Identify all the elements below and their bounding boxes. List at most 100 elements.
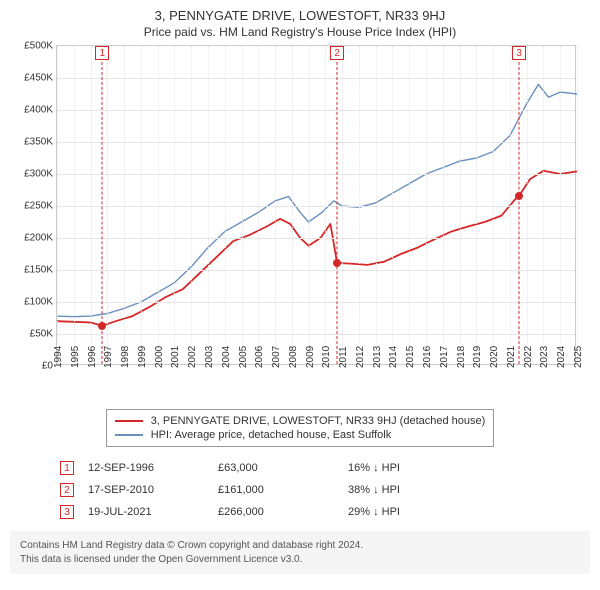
legend: 3, PENNYGATE DRIVE, LOWESTOFT, NR33 9HJ …	[106, 409, 495, 447]
y-axis-label: £300K	[24, 169, 53, 180]
x-axis-label: 2002	[187, 346, 198, 368]
x-axis-label: 2019	[472, 346, 483, 368]
gridline-horizontal	[57, 78, 575, 79]
y-axis-label: £500K	[24, 41, 53, 52]
gridline-vertical	[258, 46, 260, 364]
sale-event-date: 12-SEP-1996	[88, 462, 218, 474]
gridline-vertical	[57, 46, 59, 364]
x-axis-label: 2009	[305, 346, 316, 368]
sale-marker-badge: 1	[95, 46, 109, 60]
gridline-vertical	[107, 46, 109, 364]
sale-marker-dot	[98, 322, 106, 330]
gridline-vertical	[141, 46, 143, 364]
gridline-vertical	[292, 46, 294, 364]
x-axis-label: 2022	[523, 346, 534, 368]
chart-subtitle: Price paid vs. HM Land Registry's House …	[0, 25, 600, 39]
x-axis-label: 2014	[388, 346, 399, 368]
x-axis-label: 2012	[355, 346, 366, 368]
sale-marker-dot	[333, 259, 341, 267]
sale-marker-badge: 2	[330, 46, 344, 60]
attribution-line: Contains HM Land Registry data © Crown c…	[20, 539, 580, 553]
gridline-vertical	[409, 46, 411, 364]
sale-marker-line	[519, 62, 520, 364]
y-axis-label: £200K	[24, 233, 53, 244]
x-axis-label: 2015	[405, 346, 416, 368]
x-axis-label: 2020	[489, 346, 500, 368]
sale-event-row: 217-SEP-2010£161,00038% ↓ HPI	[60, 479, 540, 501]
x-axis-label: 1996	[87, 346, 98, 368]
sale-event-delta: 16% ↓ HPI	[348, 462, 468, 474]
gridline-vertical	[342, 46, 344, 364]
gridline-vertical	[124, 46, 126, 364]
chart-title: 3, PENNYGATE DRIVE, LOWESTOFT, NR33 9HJ	[0, 8, 600, 23]
page: 3, PENNYGATE DRIVE, LOWESTOFT, NR33 9HJ …	[0, 0, 600, 574]
sale-event-delta: 29% ↓ HPI	[348, 506, 468, 518]
x-axis-label: 2013	[372, 346, 383, 368]
chart-area: £0£50K£100K£150K£200K£250K£300K£350K£400…	[4, 45, 596, 365]
y-axis-label: £450K	[24, 73, 53, 84]
x-axis-label: 1997	[103, 346, 114, 368]
sale-event-badge: 2	[60, 483, 74, 497]
sale-event-price: £63,000	[218, 462, 348, 474]
y-axis-label: £100K	[24, 297, 53, 308]
sale-marker-line	[337, 62, 338, 364]
y-axis-label: £350K	[24, 137, 53, 148]
sale-events-table: 1 12-SEP-1996£63,00016% ↓ HPI 217-SEP-2010…	[60, 457, 540, 523]
sale-event-price: £161,000	[218, 484, 348, 496]
attribution-line: This data is licensed under the Open Gov…	[20, 553, 580, 567]
gridline-horizontal	[57, 238, 575, 239]
legend-label: 3, PENNYGATE DRIVE, LOWESTOFT, NR33 9HJ …	[151, 415, 486, 427]
gridline-vertical	[460, 46, 462, 364]
sale-event-date: 19-JUL-2021	[88, 506, 218, 518]
gridline-vertical	[158, 46, 160, 364]
legend-swatch	[115, 434, 143, 436]
x-axis-label: 2008	[288, 346, 299, 368]
sale-event-badge: 1	[60, 461, 74, 475]
y-axis-label: £0	[42, 361, 53, 372]
gridline-vertical	[74, 46, 76, 364]
legend-label: HPI: Average price, detached house, East…	[151, 429, 392, 441]
gridline-vertical	[560, 46, 562, 364]
gridline-vertical	[426, 46, 428, 364]
y-axis-label: £250K	[24, 201, 53, 212]
sale-event-row: 1 12-SEP-1996£63,00016% ↓ HPI	[60, 457, 540, 479]
legend-swatch	[115, 420, 143, 422]
x-axis-label: 2005	[238, 346, 249, 368]
sale-event-badge: 3	[60, 505, 74, 519]
gridline-vertical	[191, 46, 193, 364]
x-axis-label: 2017	[439, 346, 450, 368]
sale-event-delta: 38% ↓ HPI	[348, 484, 468, 496]
chart-titles: 3, PENNYGATE DRIVE, LOWESTOFT, NR33 9HJ …	[0, 8, 600, 39]
gridline-vertical	[242, 46, 244, 364]
plot-region: £0£50K£100K£150K£200K£250K£300K£350K£400…	[56, 45, 576, 365]
gridline-vertical	[476, 46, 478, 364]
gridline-vertical	[359, 46, 361, 364]
x-axis-label: 1995	[70, 346, 81, 368]
gridline-vertical	[493, 46, 495, 364]
legend-row: 3, PENNYGATE DRIVE, LOWESTOFT, NR33 9HJ …	[115, 414, 486, 428]
gridline-vertical	[208, 46, 210, 364]
x-axis-label: 1994	[53, 346, 64, 368]
x-axis-label: 2001	[170, 346, 181, 368]
gridline-vertical	[543, 46, 545, 364]
attribution-box: Contains HM Land Registry data © Crown c…	[10, 531, 590, 574]
gridline-vertical	[174, 46, 176, 364]
series-line-hpi	[57, 84, 577, 316]
x-axis-label: 2004	[221, 346, 232, 368]
x-axis-label: 2018	[456, 346, 467, 368]
gridline-horizontal	[57, 206, 575, 207]
y-axis-label: £50K	[30, 329, 53, 340]
gridline-vertical	[309, 46, 311, 364]
gridline-horizontal	[57, 110, 575, 111]
legend-row: HPI: Average price, detached house, East…	[115, 428, 486, 442]
sale-marker-line	[102, 62, 103, 364]
y-axis-label: £400K	[24, 105, 53, 116]
x-axis-label: 2016	[422, 346, 433, 368]
x-axis-label: 2024	[556, 346, 567, 368]
x-axis-label: 2007	[271, 346, 282, 368]
gridline-horizontal	[57, 270, 575, 271]
x-axis-label: 2003	[204, 346, 215, 368]
gridline-vertical	[510, 46, 512, 364]
gridline-horizontal	[57, 174, 575, 175]
gridline-vertical	[392, 46, 394, 364]
